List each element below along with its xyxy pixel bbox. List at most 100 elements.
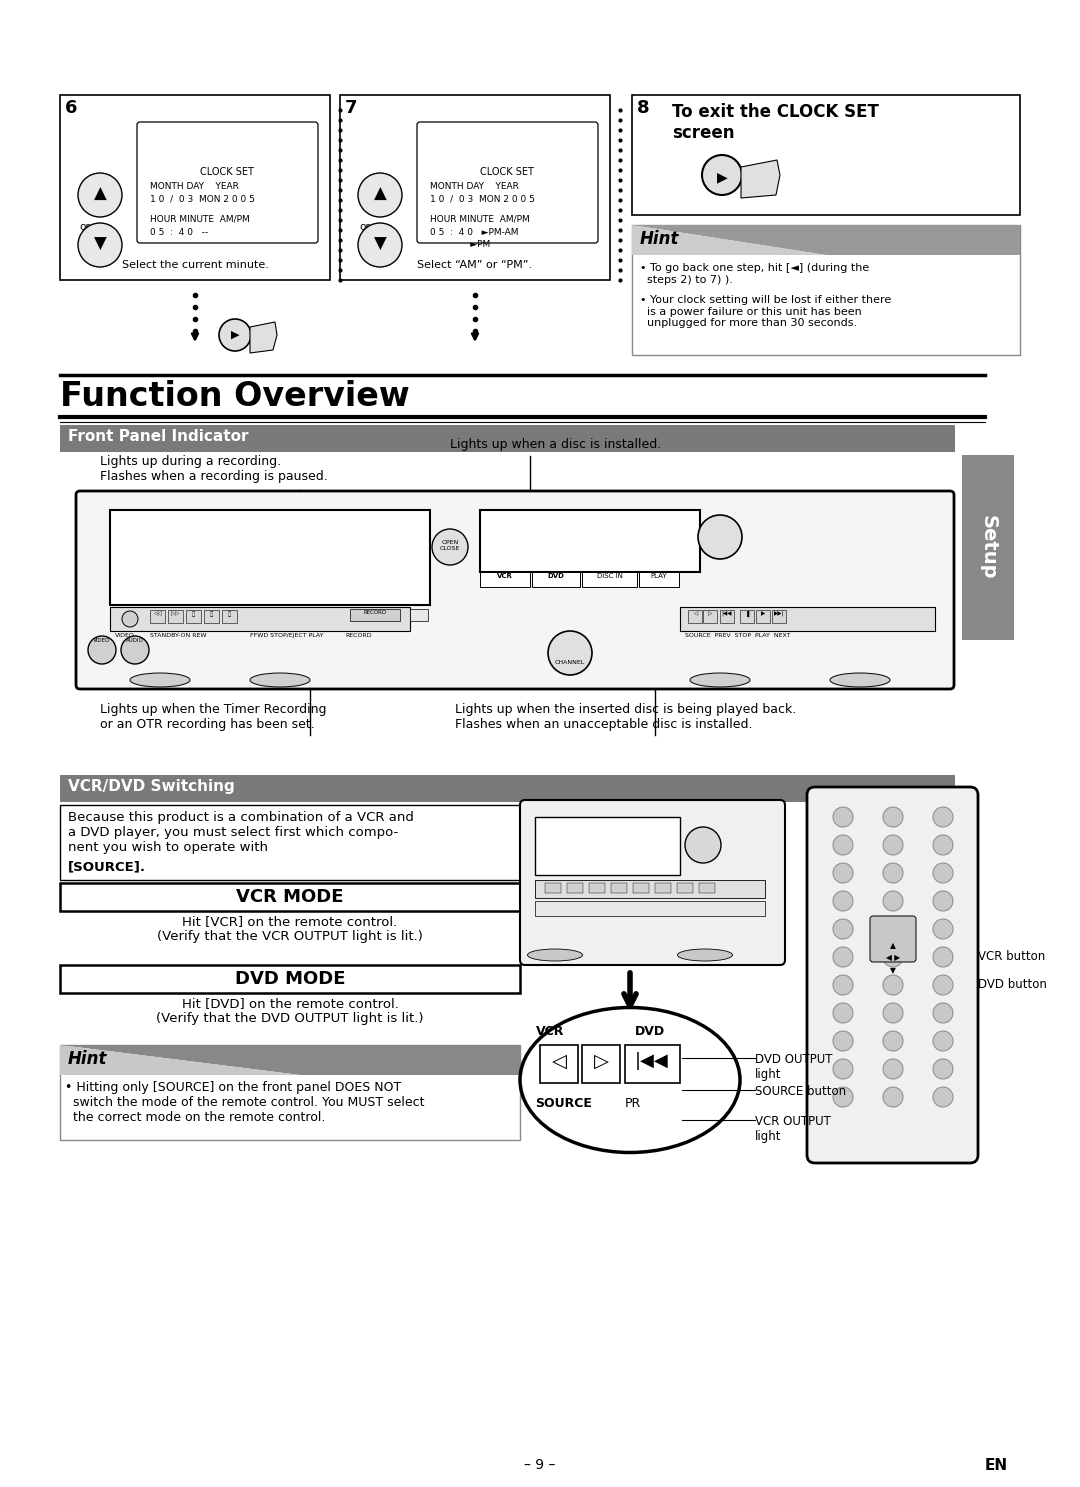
Circle shape — [833, 862, 853, 883]
Bar — [582, 1045, 620, 1083]
Bar — [150, 610, 165, 623]
Bar — [204, 610, 219, 623]
Text: ▼: ▼ — [374, 235, 387, 253]
Text: ▶: ▶ — [761, 611, 765, 616]
Bar — [589, 883, 605, 894]
Bar — [699, 883, 715, 894]
Text: Lights up when a disc is installed.: Lights up when a disc is installed. — [450, 439, 661, 451]
Text: SOURCE: SOURCE — [535, 1097, 592, 1109]
Polygon shape — [249, 323, 276, 352]
Circle shape — [833, 807, 853, 827]
Text: RECORD: RECORD — [364, 610, 387, 616]
Text: or: or — [80, 222, 91, 232]
Text: Hit [VCR] on the remote control.
(Verify that the VCR OUTPUT light is lit.): Hit [VCR] on the remote control. (Verify… — [157, 915, 423, 943]
Bar — [720, 610, 734, 623]
Bar — [60, 1045, 519, 1141]
Bar — [654, 883, 671, 894]
Bar — [756, 610, 770, 623]
Text: ▷▷: ▷▷ — [171, 611, 179, 616]
Circle shape — [122, 611, 138, 628]
Bar — [632, 95, 1020, 216]
Bar — [60, 95, 330, 280]
Circle shape — [883, 947, 903, 967]
Text: 1 0  /  0 3  MON 2 0 0 5: 1 0 / 0 3 MON 2 0 0 5 — [430, 195, 535, 204]
Text: DVD: DVD — [635, 1025, 665, 1038]
Text: Select “AM” or “PM”.: Select “AM” or “PM”. — [418, 260, 532, 271]
Bar — [222, 610, 237, 623]
Text: Lights up when the inserted disc is being played back.
Flashes when an unaccepta: Lights up when the inserted disc is bein… — [455, 703, 796, 732]
Circle shape — [833, 836, 853, 855]
Circle shape — [883, 891, 903, 912]
Bar — [60, 965, 519, 993]
Text: ▷: ▷ — [707, 611, 712, 616]
Text: STANDBY-ON REW: STANDBY-ON REW — [150, 633, 206, 638]
Circle shape — [121, 636, 149, 665]
Bar — [567, 883, 583, 894]
FancyBboxPatch shape — [76, 491, 954, 688]
Text: RECORD: RECORD — [345, 633, 372, 638]
Text: DVD MODE: DVD MODE — [234, 970, 346, 987]
Circle shape — [933, 836, 953, 855]
Text: ▶▶|: ▶▶| — [773, 611, 784, 617]
Circle shape — [933, 1087, 953, 1106]
Polygon shape — [60, 1045, 300, 1075]
FancyBboxPatch shape — [417, 122, 598, 242]
Circle shape — [432, 529, 468, 565]
Circle shape — [833, 975, 853, 995]
Circle shape — [883, 1004, 903, 1023]
Text: ◁: ◁ — [693, 611, 697, 616]
Circle shape — [357, 223, 402, 268]
Text: ►PM: ►PM — [430, 239, 490, 248]
Circle shape — [933, 975, 953, 995]
Text: VCR OUTPUT
light: VCR OUTPUT light — [755, 1115, 831, 1144]
Bar — [535, 816, 680, 874]
Text: Lights up when the Timer Recording
or an OTR recording has been set.: Lights up when the Timer Recording or an… — [100, 703, 326, 732]
Text: ▲
◀ ▶
▼: ▲ ◀ ▶ ▼ — [886, 941, 900, 975]
Ellipse shape — [690, 674, 750, 687]
Text: DVD: DVD — [548, 572, 565, 578]
Bar — [186, 610, 201, 623]
Bar — [60, 804, 519, 880]
Polygon shape — [632, 225, 826, 254]
Text: Hint: Hint — [640, 230, 679, 248]
Bar — [540, 1045, 578, 1083]
Bar — [545, 883, 561, 894]
Bar — [632, 225, 1020, 355]
Text: 0 5  :  4 0   --: 0 5 : 4 0 -- — [150, 228, 208, 236]
Text: VIDEO: VIDEO — [114, 633, 135, 638]
Bar — [110, 510, 430, 605]
Circle shape — [219, 320, 251, 351]
Circle shape — [933, 807, 953, 827]
Text: ◁: ◁ — [552, 1051, 567, 1071]
Bar — [677, 883, 693, 894]
Bar — [480, 572, 530, 587]
Bar — [688, 610, 702, 623]
Polygon shape — [632, 225, 1020, 254]
Text: • Your clock setting will be lost if either there
  is a power failure or this u: • Your clock setting will be lost if eit… — [640, 294, 891, 329]
Text: ▲: ▲ — [374, 184, 387, 204]
Text: Function Overview: Function Overview — [60, 381, 409, 413]
Ellipse shape — [130, 674, 190, 687]
Text: or: or — [360, 222, 370, 232]
Bar — [740, 610, 754, 623]
Bar — [680, 607, 935, 630]
Text: Front Panel Indicator: Front Panel Indicator — [68, 430, 248, 445]
Text: To exit the CLOCK SET
screen: To exit the CLOCK SET screen — [672, 103, 879, 141]
Circle shape — [548, 630, 592, 675]
Polygon shape — [741, 161, 780, 198]
Circle shape — [883, 1030, 903, 1051]
Bar — [535, 901, 765, 916]
Ellipse shape — [527, 949, 582, 961]
Circle shape — [933, 1059, 953, 1080]
Text: 6: 6 — [65, 100, 78, 117]
Bar — [532, 572, 580, 587]
Text: ▼: ▼ — [94, 235, 106, 253]
Text: AUDIO: AUDIO — [126, 638, 144, 642]
Bar — [60, 883, 519, 912]
Circle shape — [833, 1059, 853, 1080]
Text: ▐: ▐ — [745, 611, 750, 617]
Text: VCR: VCR — [536, 1025, 564, 1038]
Text: CLOCK SET: CLOCK SET — [200, 167, 254, 177]
Text: HOUR MINUTE  AM/PM: HOUR MINUTE AM/PM — [150, 216, 249, 225]
Text: – 9 –: – 9 – — [524, 1457, 556, 1472]
